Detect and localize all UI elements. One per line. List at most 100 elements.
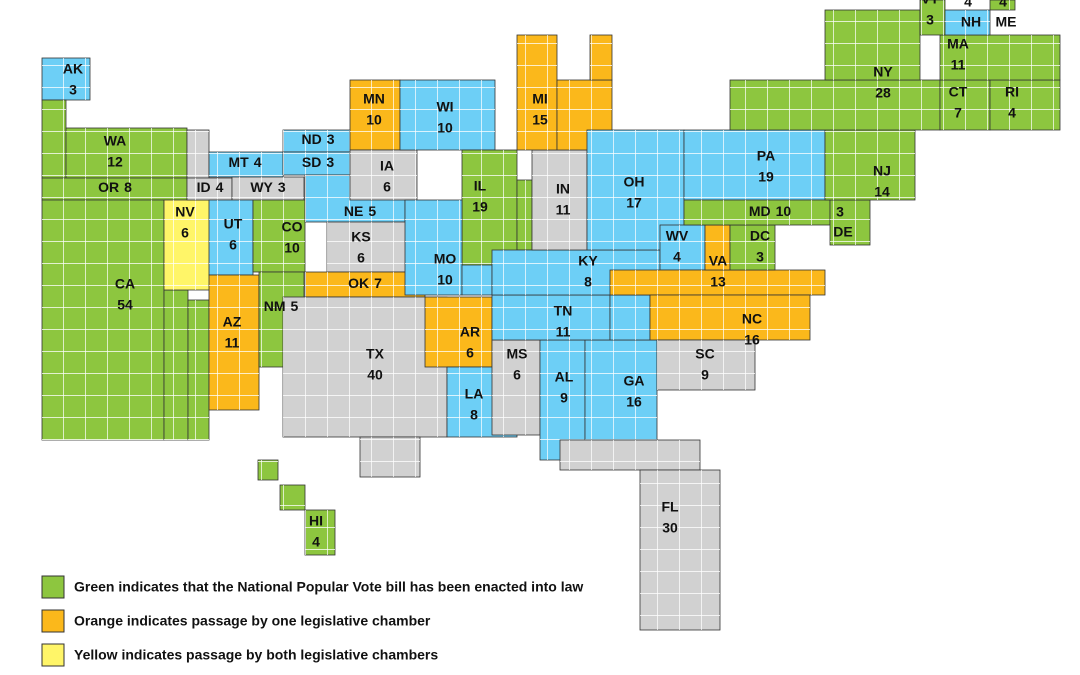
state-abbr: CA bbox=[115, 276, 135, 292]
state-votes: 3 bbox=[926, 12, 934, 28]
state-abbr: GA bbox=[624, 373, 645, 389]
tile-grid bbox=[990, 0, 1015, 10]
state-votes: 7 bbox=[374, 275, 382, 291]
state-abbr: IL bbox=[474, 178, 487, 194]
state-abbr: NJ bbox=[873, 163, 891, 179]
state-abbr: SD bbox=[302, 154, 321, 170]
state-abbr: SC bbox=[695, 346, 714, 362]
state-votes: 3 bbox=[326, 154, 334, 170]
state-label: MT 4 bbox=[228, 154, 261, 170]
tile-grid bbox=[730, 225, 775, 270]
state-abbr: IN bbox=[556, 181, 570, 197]
state-abbr: LA bbox=[465, 386, 484, 402]
tile-grid bbox=[825, 130, 915, 200]
state-votes: 19 bbox=[758, 169, 774, 185]
tile-grid bbox=[684, 200, 830, 225]
state-abbr: AK bbox=[63, 61, 83, 77]
state-abbr: UT bbox=[224, 216, 243, 232]
state-votes: 3 bbox=[69, 82, 77, 98]
legend-text: Yellow indicates passage by both legisla… bbox=[74, 647, 438, 663]
state-votes: 4 bbox=[999, 0, 1007, 10]
tile-grid bbox=[66, 128, 187, 178]
tile-grid bbox=[560, 440, 700, 470]
state-votes: 4 bbox=[254, 154, 262, 170]
state-abbr: CO bbox=[282, 219, 303, 235]
tile-grid bbox=[462, 150, 517, 265]
tile-grid bbox=[590, 35, 612, 80]
tile-grid bbox=[327, 222, 407, 272]
state-label: WY 3 bbox=[250, 179, 286, 195]
state-abbr: OR bbox=[98, 179, 119, 195]
state-label: NM 5 bbox=[264, 298, 299, 314]
legend-text: Green indicates that the National Popula… bbox=[74, 579, 583, 595]
state-votes: 6 bbox=[513, 367, 521, 383]
state-abbr: AR bbox=[460, 324, 480, 340]
state-label: OR 8 bbox=[98, 179, 132, 195]
state-abbr: WY bbox=[250, 179, 273, 195]
state-label: NE 5 bbox=[344, 203, 376, 219]
state-abbr: WV bbox=[666, 228, 689, 244]
state-abbr: DC bbox=[750, 228, 770, 244]
tile-grid bbox=[360, 437, 420, 477]
state-votes: 10 bbox=[284, 240, 300, 256]
state-abbr: VT bbox=[921, 0, 939, 7]
tile-grid bbox=[650, 295, 810, 340]
tile-grid bbox=[610, 295, 650, 340]
tile-grid bbox=[400, 80, 495, 150]
tile-grid bbox=[492, 340, 540, 435]
tile-grid bbox=[350, 80, 400, 150]
state-votes: 13 bbox=[710, 274, 726, 290]
state-abbr: TN bbox=[554, 303, 573, 319]
tile-grid bbox=[425, 297, 492, 367]
state-abbr: AZ bbox=[223, 314, 242, 330]
state-votes: 6 bbox=[383, 179, 391, 195]
state-votes: 14 bbox=[874, 184, 890, 200]
state-label: MD 10 bbox=[749, 203, 792, 219]
state-abbr: MN bbox=[363, 91, 385, 107]
tile-grid bbox=[684, 130, 825, 200]
state-label: OK 7 bbox=[348, 275, 382, 291]
tile-grid bbox=[830, 200, 870, 245]
tile-grid bbox=[940, 80, 990, 130]
tile-grid bbox=[990, 80, 1060, 130]
state-votes: 17 bbox=[626, 195, 642, 211]
state-votes: 6 bbox=[357, 250, 365, 266]
state-votes: 3 bbox=[756, 249, 764, 265]
tile-grid bbox=[517, 35, 557, 150]
state-abbr: OK bbox=[348, 275, 369, 291]
tile-grid bbox=[517, 180, 532, 250]
state-votes: 6 bbox=[181, 225, 189, 241]
tile-grid bbox=[945, 10, 990, 35]
tile-grid bbox=[825, 10, 920, 80]
state-abbr: MA bbox=[947, 36, 969, 52]
state-votes: 10 bbox=[366, 112, 382, 128]
tile-grid bbox=[462, 265, 492, 295]
tile-grid bbox=[283, 297, 447, 437]
legend-swatch bbox=[41, 575, 65, 599]
tile-grid bbox=[730, 80, 940, 130]
state-votes: 4 bbox=[312, 534, 320, 550]
state-abbr: MI bbox=[532, 91, 548, 107]
tile-grid bbox=[187, 130, 209, 178]
tile-grid bbox=[492, 295, 610, 340]
state-votes: 6 bbox=[466, 345, 474, 361]
tile-grid bbox=[585, 340, 657, 440]
state-votes: 10 bbox=[437, 272, 453, 288]
tile-grid bbox=[42, 58, 90, 100]
tile-grid bbox=[280, 485, 305, 510]
tile-grid bbox=[42, 178, 187, 200]
state-votes: 3 bbox=[278, 179, 286, 195]
tile-grid bbox=[657, 340, 755, 390]
state-votes: 30 bbox=[662, 520, 678, 536]
tile-grid bbox=[42, 200, 164, 440]
state-votes: 10 bbox=[776, 203, 792, 219]
state-votes: 6 bbox=[229, 237, 237, 253]
tile-grid bbox=[532, 150, 587, 250]
state-abbr: NE bbox=[344, 203, 363, 219]
tile-grid bbox=[209, 200, 253, 275]
tile-grid bbox=[209, 152, 283, 177]
state-votes: 11 bbox=[225, 335, 240, 351]
state-abbr: NH bbox=[961, 14, 981, 30]
state-votes: 16 bbox=[626, 394, 642, 410]
state-votes: 8 bbox=[584, 274, 592, 290]
